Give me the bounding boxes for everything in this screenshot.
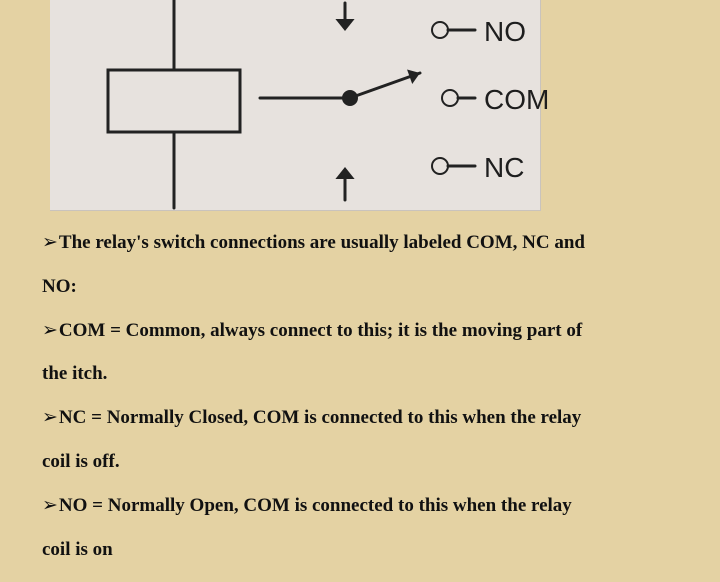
terminal-label-no: NO — [484, 16, 526, 48]
bullet-arrow-icon: ➢ — [42, 320, 58, 341]
bullet-line: ➢The relay's switch connections are usua… — [42, 232, 682, 255]
bullet-line: coil is off. — [42, 451, 682, 474]
bullet-line: NO: — [42, 276, 682, 299]
terminal-label-com: COM — [484, 84, 549, 116]
bullet-line: coil is on — [42, 539, 682, 562]
terminal-label-nc: NC — [484, 152, 524, 184]
bullet-text: The relay's switch connections are usual… — [59, 232, 585, 253]
relay-schematic: NO COM NC — [50, 0, 541, 211]
bullet-arrow-icon: ➢ — [42, 495, 58, 516]
bullet-line: ➢NO = Normally Open, COM is connected to… — [42, 495, 682, 518]
bullet-text: NO: — [42, 276, 77, 297]
bullet-text-block: ➢The relay's switch connections are usua… — [42, 232, 682, 582]
bullet-text: NO = Normally Open, COM is connected to … — [59, 495, 572, 516]
bullet-line: ➢COM = Common, always connect to this; i… — [42, 320, 682, 343]
bullet-arrow-icon: ➢ — [42, 232, 58, 253]
bullet-text: COM = Common, always connect to this; it… — [59, 320, 582, 341]
bullet-text: the itch. — [42, 363, 107, 384]
bullet-line: ➢NC = Normally Closed, COM is connected … — [42, 407, 682, 430]
relay-svg — [50, 0, 540, 210]
bullet-line: the itch. — [42, 363, 682, 386]
bullet-text: NC = Normally Closed, COM is connected t… — [59, 407, 581, 428]
bullet-text: coil is off. — [42, 451, 120, 472]
bullet-text: coil is on — [42, 539, 113, 560]
bullet-arrow-icon: ➢ — [42, 407, 58, 428]
